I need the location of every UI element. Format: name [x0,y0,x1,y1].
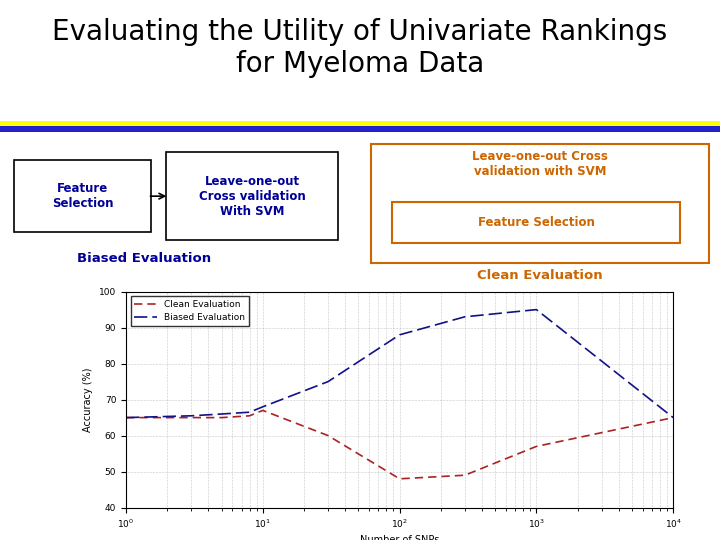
Clean Evaluation [258,407,267,414]
Y-axis label: Accuracy (%): Accuracy (%) [84,367,94,432]
Clean Evaluation [532,443,541,450]
Biased Evaluation [395,332,404,338]
X-axis label: Number of SNPs: Number of SNPs [360,535,439,540]
Line: Clean Evaluation: Clean Evaluation [126,410,673,479]
Text: Leave-one-out Cross
validation with SVM: Leave-one-out Cross validation with SVM [472,150,608,178]
Biased Evaluation [246,409,254,415]
Biased Evaluation [187,413,196,419]
Clean Evaluation [669,414,678,421]
Legend: Clean Evaluation, Biased Evaluation: Clean Evaluation, Biased Evaluation [130,296,248,326]
FancyBboxPatch shape [166,152,338,240]
Biased Evaluation [258,403,267,410]
Bar [0,126,720,132]
Clean Evaluation [187,414,196,421]
Text: Biased Evaluation: Biased Evaluation [77,252,211,265]
Clean Evaluation [461,472,469,478]
Line: Biased Evaluation: Biased Evaluation [126,309,673,417]
Biased Evaluation [669,414,678,421]
Clean Evaluation [217,414,226,421]
Biased Evaluation [532,306,541,313]
Text: Feature Selection: Feature Selection [478,217,595,230]
Clean Evaluation [395,476,404,482]
FancyBboxPatch shape [371,145,709,264]
FancyBboxPatch shape [14,160,151,232]
Clean Evaluation [324,433,333,439]
Text: Leave-one-out
Cross validation
With SVM: Leave-one-out Cross validation With SVM [199,174,305,218]
Biased Evaluation [217,411,226,417]
Text: Clean Evaluation: Clean Evaluation [477,269,603,282]
Biased Evaluation [461,314,469,320]
Bar [0,121,720,126]
Biased Evaluation [324,379,333,385]
Clean Evaluation [246,413,254,419]
FancyBboxPatch shape [392,202,680,243]
Clean Evaluation [122,414,130,421]
Text: Evaluating the Utility of Univariate Rankings
for Myeloma Data: Evaluating the Utility of Univariate Ran… [53,18,667,78]
Biased Evaluation [122,414,130,421]
Text: Feature
Selection: Feature Selection [52,182,114,210]
